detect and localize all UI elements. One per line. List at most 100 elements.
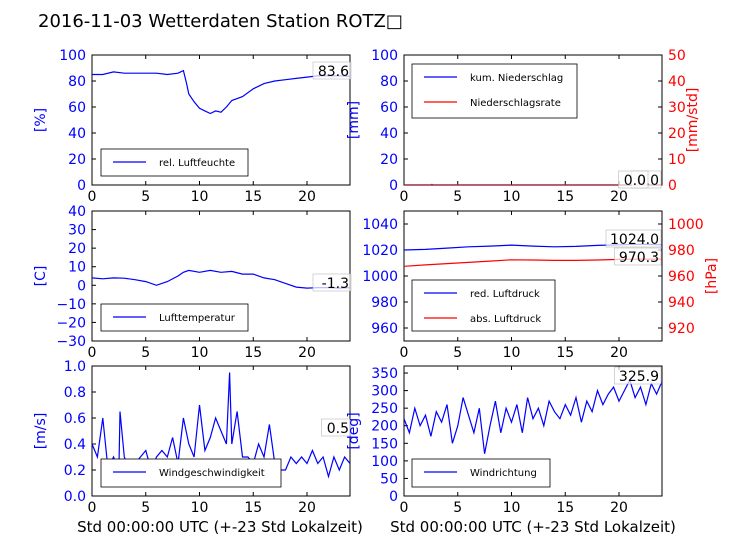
y-tick-label: 960	[371, 321, 398, 337]
x-tick-label: 0	[400, 345, 409, 361]
figure-title: 2016-11-03 Wetterdaten Station ROTZ□	[38, 11, 403, 32]
y-tick-label: 0	[77, 178, 86, 194]
series-line-0	[92, 69, 350, 115]
legend-box	[411, 63, 578, 119]
annotation-label: 83.6	[318, 64, 349, 80]
x-tick-label: 15	[244, 189, 262, 205]
x-tick-label: 10	[503, 345, 521, 361]
annotation-label: 1024.0	[610, 232, 659, 248]
y-axis-label: [C]	[33, 266, 49, 287]
annotation-label: 325.9	[619, 369, 659, 385]
y-tick-label: 200	[371, 419, 398, 435]
x-tick-label: 20	[610, 345, 628, 361]
panel-temperature: 0 5 10 15 20 −30 −20 −10 0 10 20 30 40 [C] Lufttempera…	[33, 204, 352, 361]
annotation-box	[312, 61, 352, 80]
x-tick-label: 10	[503, 500, 521, 516]
annotation-label: 0.0	[624, 173, 646, 189]
x-tick-label: 0	[88, 345, 97, 361]
y-tick-label: 80	[68, 74, 86, 90]
y-tick-label: 0.8	[64, 385, 86, 401]
legend-box	[100, 458, 282, 488]
y-tick-label: 0.0	[64, 489, 86, 505]
panel-windspeed: 0 5 10 15 20 0.0 0.2 0.4 0.6 0.8 1.0 [m/s] Windgesch…	[33, 359, 352, 516]
x-tick-label: 15	[556, 500, 574, 516]
annotation-box	[321, 418, 352, 437]
y-right-tick-label: 20	[668, 126, 686, 142]
y-tick-label: 150	[371, 436, 398, 452]
y-right-tick-label: 920	[668, 321, 695, 337]
y-right-tick-label: 40	[668, 74, 686, 90]
x-tick-label: 5	[141, 345, 150, 361]
y-tick-label: 0.4	[64, 437, 86, 453]
x-axis-label-left: Std 00:00:00 UTC (+-23 Std Lokalzeit)	[77, 518, 363, 536]
legend-label: kum. Niederschlag	[470, 73, 563, 84]
y-tick-label: 1.0	[64, 359, 86, 375]
x-tick-label: 20	[610, 500, 628, 516]
y-tick-label: 0	[77, 278, 86, 294]
x-tick-label: 10	[191, 500, 209, 516]
x-tick-label: 15	[244, 345, 262, 361]
legend-box	[411, 279, 556, 332]
x-tick-label: 15	[556, 345, 574, 361]
legend-label: red. Luftdruck	[470, 289, 540, 300]
x-tick-label: 10	[503, 189, 521, 205]
y-right-tick-label: 960	[668, 269, 695, 285]
y-tick-label: 20	[68, 152, 86, 168]
y-tick-label: 40	[68, 126, 86, 142]
legend-label: Windrichtung	[470, 468, 537, 479]
x-tick-label: 20	[298, 189, 316, 205]
y-tick-label: 40	[68, 204, 86, 220]
y-tick-label: 0	[389, 178, 398, 194]
legend-label: Niederschlagsrate	[470, 98, 561, 109]
x-tick-label: 15	[556, 189, 574, 205]
y-axis-label-right: [mm/std]	[685, 88, 701, 153]
x-tick-label: 20	[298, 345, 316, 361]
annotation-label: 0.5	[327, 421, 349, 437]
y-right-tick-label: 940	[668, 295, 695, 311]
y-tick-label: 300	[371, 384, 398, 400]
y-tick-label: 1040	[362, 217, 398, 233]
y-tick-label: 100	[371, 48, 398, 64]
x-tick-label: 20	[610, 189, 628, 205]
x-tick-label: 0	[400, 189, 409, 205]
y-tick-label: 50	[380, 471, 398, 487]
y-tick-label: 100	[371, 454, 398, 470]
x-tick-label: 5	[453, 345, 462, 361]
y-tick-label: 350	[371, 366, 398, 382]
y-axis-label-right: [hPa]	[704, 258, 720, 294]
x-axis-label-right: Std 00:00:00 UTC (+-23 Std Lokalzeit)	[390, 518, 676, 536]
x-tick-label: 0	[400, 500, 409, 516]
y-tick-label: 0	[389, 489, 398, 505]
y-right-tick-label: 980	[668, 243, 695, 259]
panel-humidity: 0 5 10 15 20 0 20 40 60 80 100 [%] rel. Luftfeuchte 8…	[33, 48, 352, 205]
y-tick-label: 80	[380, 74, 398, 90]
y-tick-label: 20	[380, 152, 398, 168]
annotation-box	[614, 247, 662, 266]
x-tick-label: 10	[191, 189, 209, 205]
y-right-tick-label: 0	[668, 178, 677, 194]
annotation-box	[312, 273, 352, 292]
annotation-box	[605, 229, 662, 248]
x-tick-label: 20	[298, 500, 316, 516]
y-tick-label: −30	[56, 334, 86, 350]
x-tick-label: 10	[191, 345, 209, 361]
series-line-1	[404, 183, 662, 185]
annotation-box	[614, 366, 662, 385]
y-right-tick-label: 50	[668, 48, 686, 64]
annotation-box	[618, 170, 649, 189]
series-line-0	[92, 269, 350, 289]
y-right-tick-label: 1000	[668, 217, 704, 233]
y-tick-label: 250	[371, 401, 398, 417]
y-right-tick-label: 30	[668, 100, 686, 116]
legend-label: Lufttemperatur	[159, 313, 236, 324]
x-tick-label: 5	[453, 500, 462, 516]
y-tick-label: 0.6	[64, 411, 86, 427]
y-tick-label: −20	[56, 315, 86, 331]
x-tick-label: 5	[141, 189, 150, 205]
y-tick-label: 100	[59, 48, 86, 64]
panel-precipitation: 0 5 10 15 20 0 20 40 60 80 100 0 10 20 30 40 50 [mm] [mm/s…	[346, 48, 701, 205]
x-tick-label: 0	[88, 500, 97, 516]
y-axis-label: [mm]	[346, 101, 362, 139]
y-tick-label: 60	[68, 100, 86, 116]
